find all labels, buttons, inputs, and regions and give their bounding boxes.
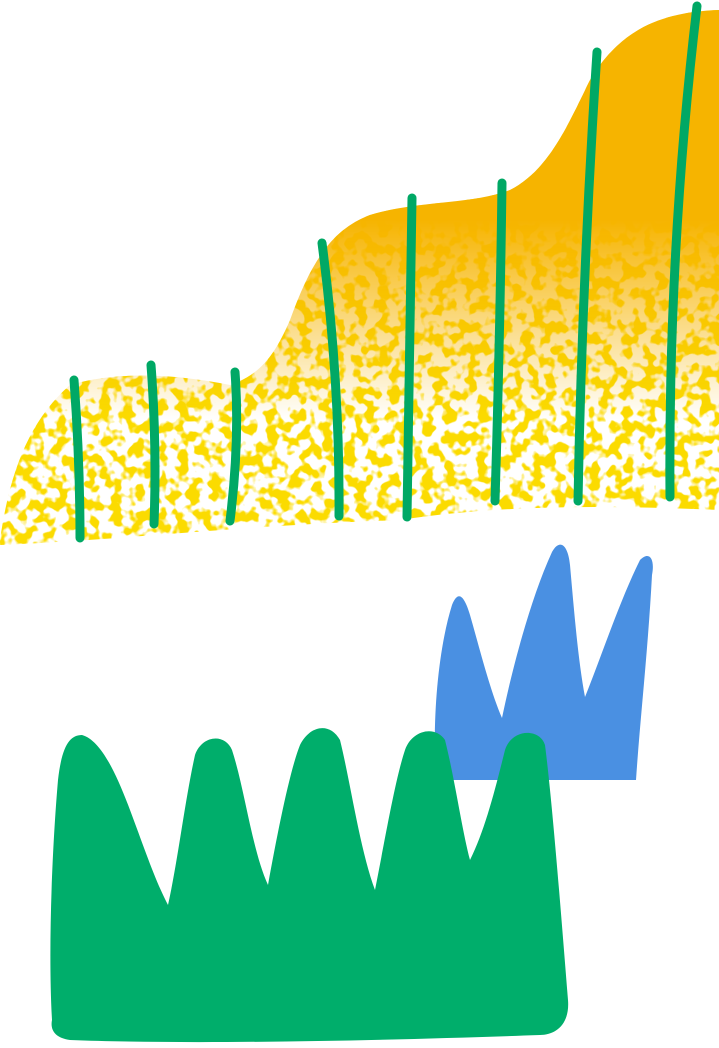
hill-solid bbox=[0, 10, 719, 545]
green-crown bbox=[50, 728, 569, 1043]
stalk bbox=[402, 193, 417, 522]
stalk bbox=[225, 367, 242, 526]
yellow-hill bbox=[0, 10, 719, 545]
stalk bbox=[665, 1, 702, 502]
stalk bbox=[317, 238, 344, 521]
stalk bbox=[490, 178, 507, 506]
green-stalks bbox=[69, 1, 702, 543]
stalk bbox=[573, 47, 602, 506]
stalk bbox=[69, 375, 85, 543]
stalk bbox=[146, 360, 160, 529]
blue-crown bbox=[434, 544, 653, 780]
